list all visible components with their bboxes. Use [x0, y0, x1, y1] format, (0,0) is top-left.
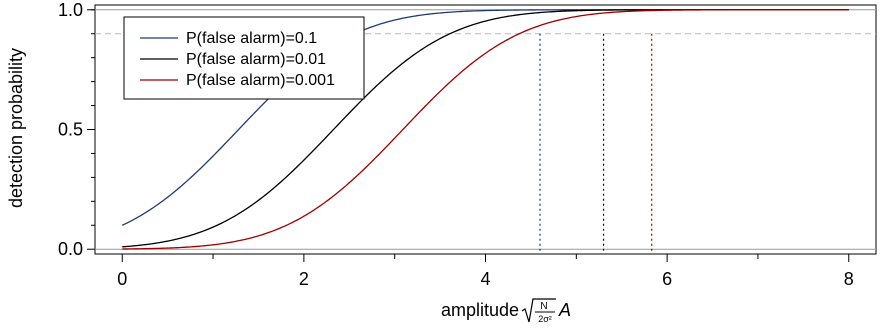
x-axis-factor-denominator: 2σ²	[538, 314, 552, 324]
x-axis-title: amplitude N 2σ² A	[441, 298, 571, 324]
y-tick-label: 0.0	[58, 239, 83, 259]
series-layer	[121, 9, 849, 250]
y-axis-title: detection probability	[6, 48, 26, 208]
y-tick-label: 0.5	[58, 120, 83, 140]
x-tick-label: 0	[117, 269, 127, 289]
legend-box	[123, 16, 365, 100]
legend-label-1: P(false alarm)=0.1	[186, 30, 317, 47]
x-tick-label: 2	[299, 269, 309, 289]
legend-label-2: P(false alarm)=0.01	[186, 51, 326, 68]
square-root-symbol	[521, 298, 556, 323]
threshold-marker-layer	[539, 33, 653, 254]
x-tick-label: 6	[662, 269, 672, 289]
y-tick-label: 1.0	[58, 0, 83, 20]
x-tick-label: 8	[844, 269, 854, 289]
x-axis: 0 2 4 6 8	[117, 254, 854, 289]
y-axis: 0.0 0.5 1.0	[58, 0, 95, 259]
x-axis-title-word: amplitude	[441, 300, 519, 320]
legend-label-3: P(false alarm)=0.001	[186, 72, 335, 89]
x-axis-factor-variable: A	[558, 300, 571, 320]
x-axis-factor-numerator: N	[540, 301, 547, 312]
x-tick-label: 4	[480, 269, 490, 289]
series-line-3	[122, 9, 849, 250]
legend: P(false alarm)=0.1 P(false alarm)=0.01 P(f…	[123, 16, 365, 100]
